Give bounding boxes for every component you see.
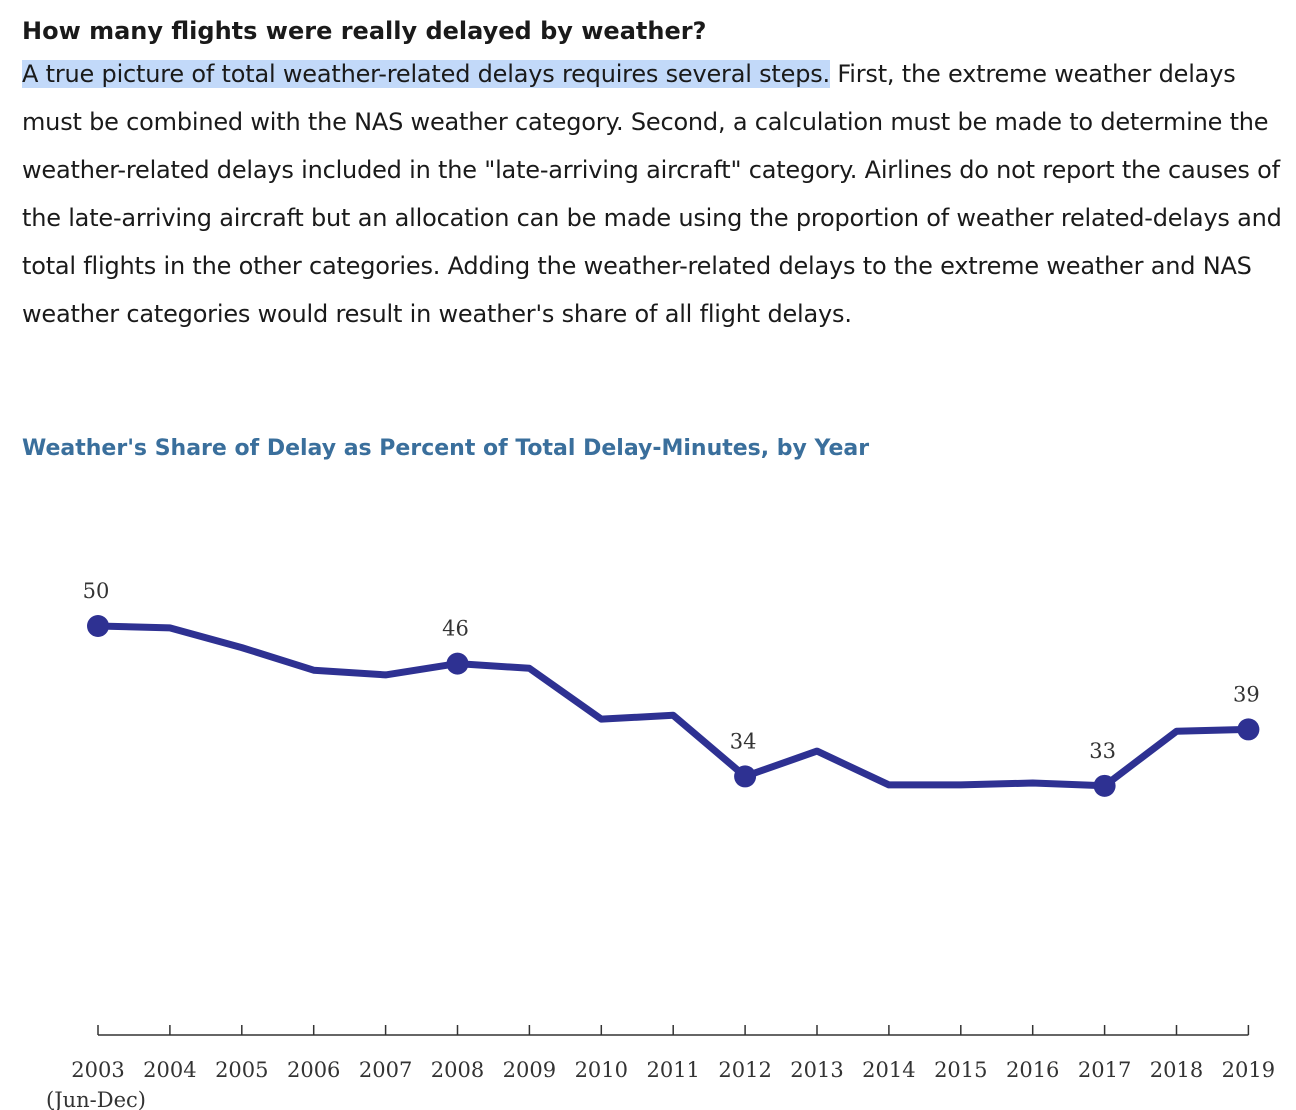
- paragraph-body: First, the extreme weather delays must b…: [22, 60, 1282, 328]
- x-tick-label-2008: 2008: [431, 1058, 484, 1082]
- data-label-layer: 50 46 34 33 39: [83, 579, 1260, 763]
- x-tick-label-2009: 2009: [503, 1058, 556, 1082]
- x-tick-label-2011: 2011: [646, 1058, 699, 1082]
- data-label-2017: 33: [1089, 739, 1116, 763]
- x-tick-label-2005: 2005: [215, 1058, 268, 1082]
- weather-delay-line-chart: 2003 (Jun-Dec) 2004 2005 2006 2007 2008 2009 201…: [46, 579, 1275, 1110]
- data-label-2019: 39: [1233, 682, 1260, 706]
- data-label-2003: 50: [83, 579, 110, 603]
- x-tick-label-2013: 2013: [790, 1058, 843, 1082]
- x-tick-sublabel-2003: (Jun-Dec): [46, 1088, 146, 1110]
- x-tick-label-2007: 2007: [359, 1058, 412, 1082]
- chart-title: Weather's Share of Delay as Percent of T…: [22, 436, 870, 461]
- x-tick-label-2003: 2003: [71, 1058, 124, 1082]
- x-tick-label-2010: 2010: [575, 1058, 628, 1082]
- x-tick-label-2017: 2017: [1078, 1058, 1131, 1082]
- data-point-2008: [446, 652, 469, 675]
- data-label-2008: 46: [442, 617, 469, 641]
- x-axis: 2003 (Jun-Dec) 2004 2005 2006 2007 2008 2009 201…: [46, 1025, 1275, 1110]
- highlighted-sentence[interactable]: A true picture of total weather-related …: [22, 60, 830, 88]
- x-tick-label-2012: 2012: [718, 1058, 771, 1082]
- article-paragraph: A true picture of total weather-related …: [22, 50, 1284, 338]
- data-point-2019: [1237, 718, 1260, 741]
- x-tick-label-2019: 2019: [1222, 1058, 1275, 1082]
- x-tick-label-2016: 2016: [1006, 1058, 1059, 1082]
- data-label-2012: 34: [730, 729, 757, 753]
- data-point-2012: [734, 765, 757, 788]
- series-line-layer: [94, 622, 1252, 790]
- x-tick-label-2018: 2018: [1150, 1058, 1203, 1082]
- x-tick-label-2004: 2004: [143, 1058, 196, 1082]
- x-tick-label-2006: 2006: [287, 1058, 340, 1082]
- x-tick-label-2014: 2014: [862, 1058, 915, 1082]
- data-point-2003: [87, 615, 109, 637]
- x-tick-label-2015: 2015: [934, 1058, 987, 1082]
- series-line: [94, 622, 1252, 790]
- data-point-layer: [87, 615, 1260, 797]
- data-point-2017: [1093, 774, 1116, 797]
- article-heading: How many flights were really delayed by …: [22, 17, 707, 45]
- article: How many flights were really delayed by …: [22, 12, 1284, 338]
